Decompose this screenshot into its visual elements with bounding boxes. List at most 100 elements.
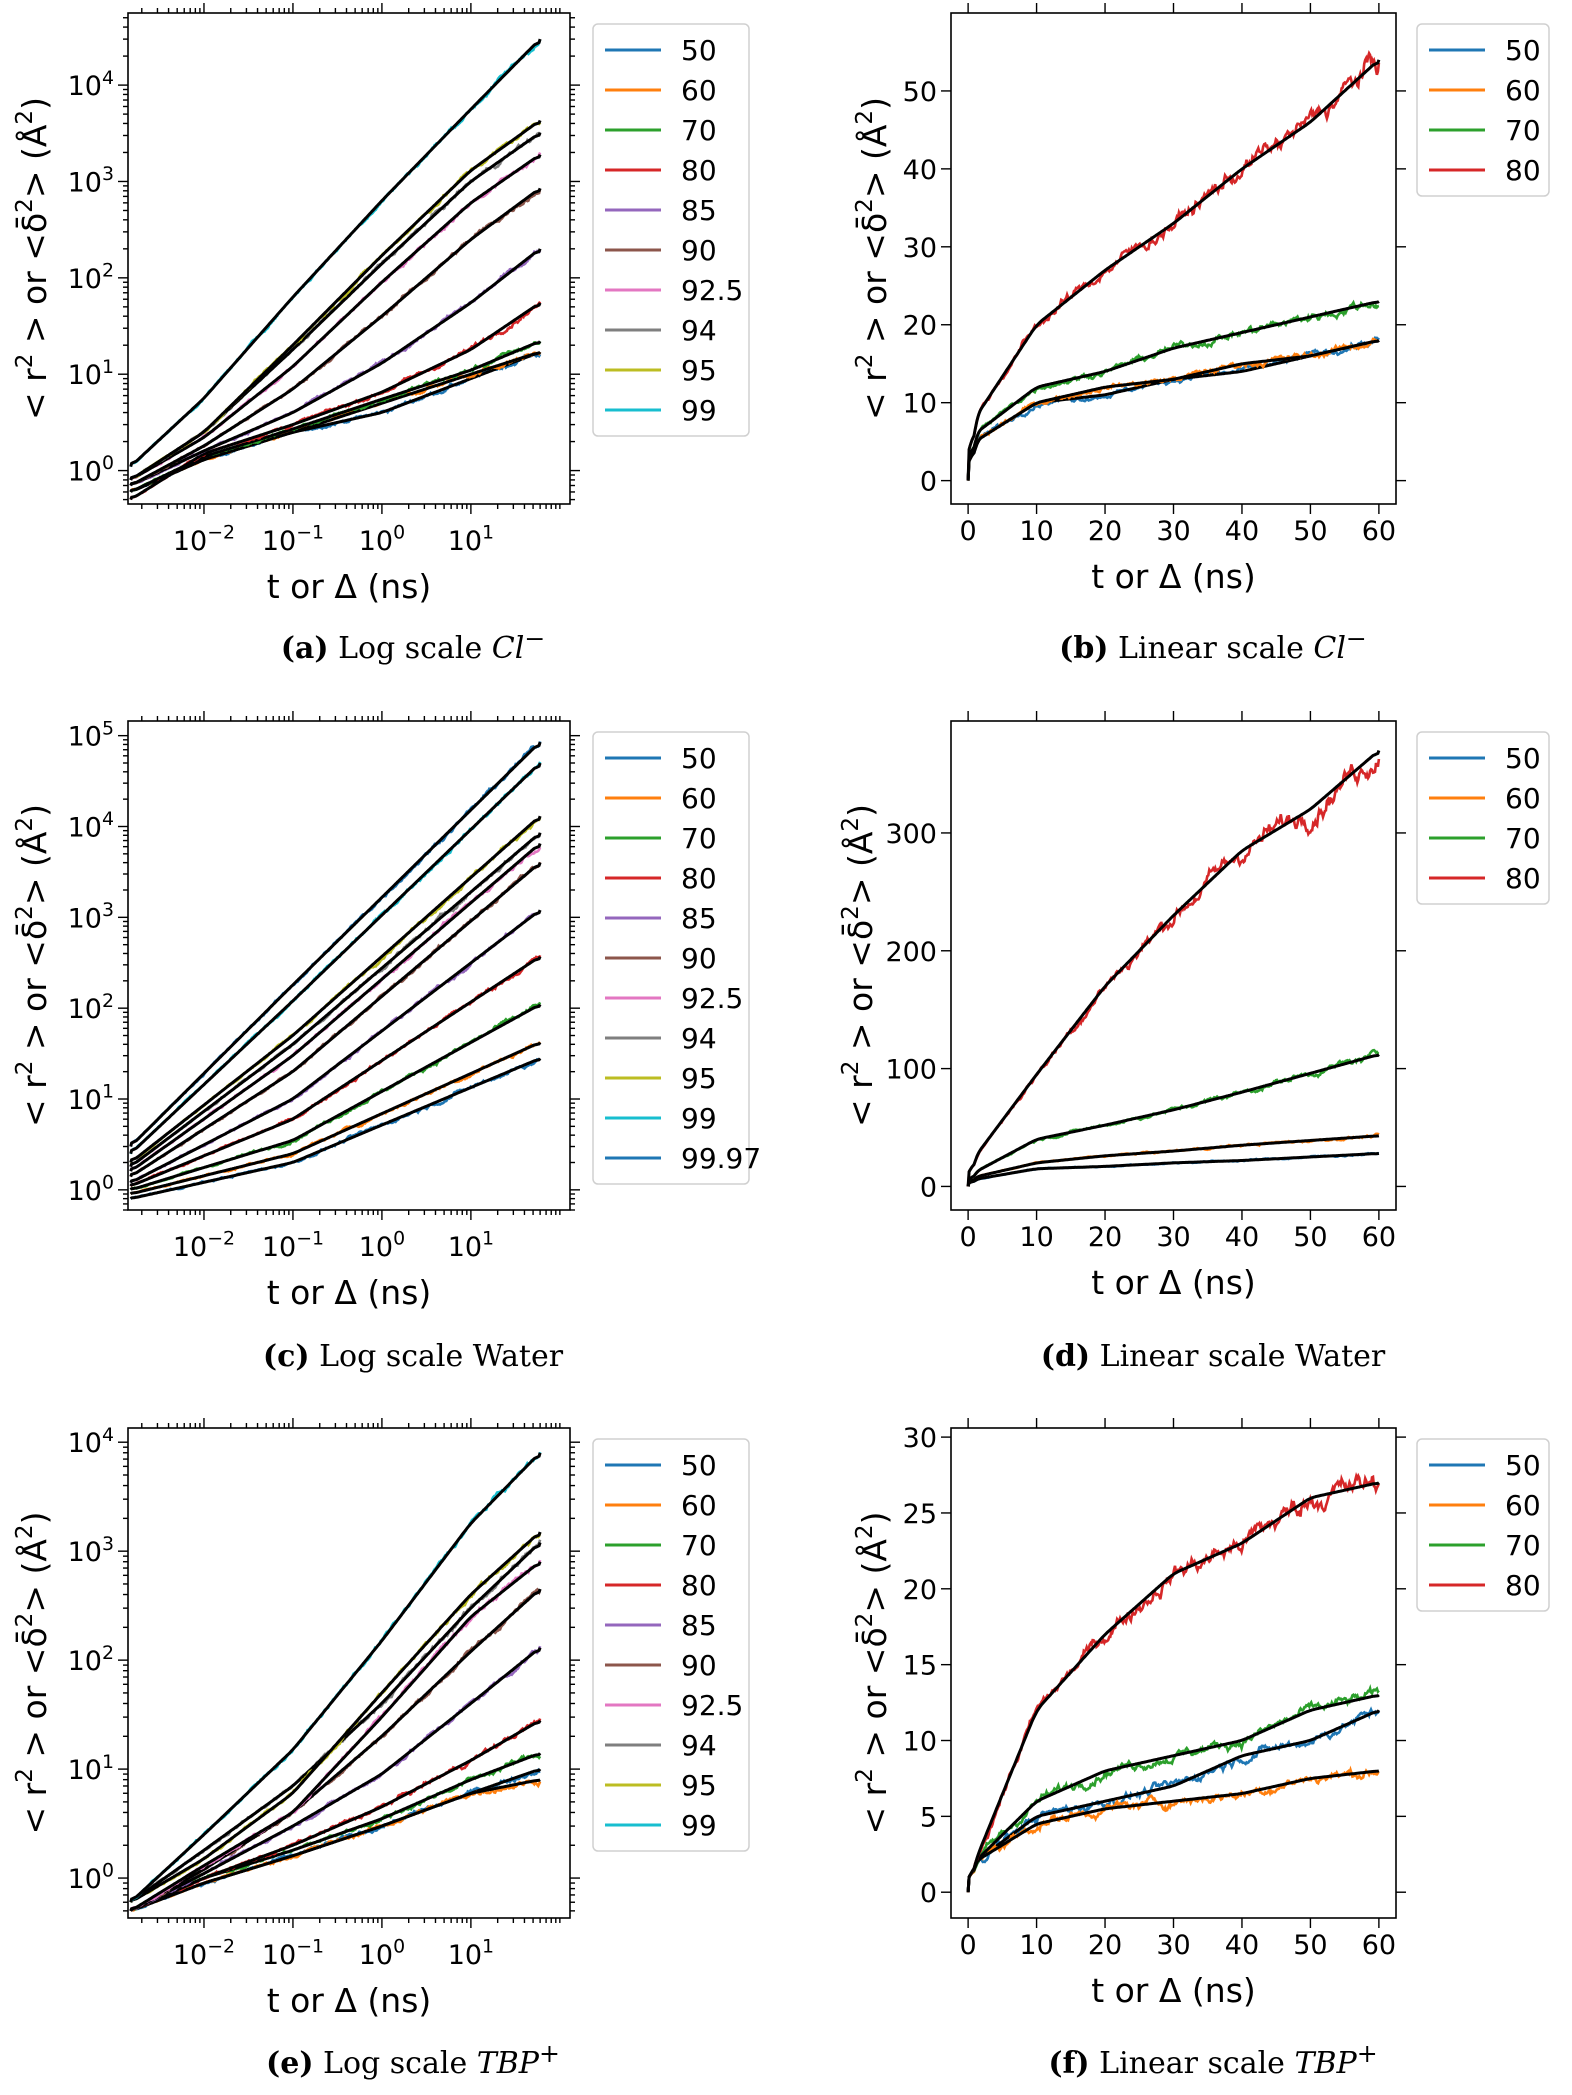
x-tick-label: 10 (1019, 1930, 1053, 1961)
caption-label: (f) (1048, 2046, 1090, 2081)
caption-charge: − (1345, 624, 1367, 653)
fit-line-90 (129, 862, 542, 1178)
legend-label-95: 95 (681, 354, 717, 387)
legend-label-60: 60 (681, 782, 717, 815)
axes-frame (127, 12, 571, 505)
legend-box (592, 23, 750, 437)
series-line-94 (129, 131, 542, 481)
legend-label-50: 50 (681, 1449, 717, 1482)
x-tick-label: 100​ (359, 522, 405, 557)
legend-label-80: 80 (1505, 154, 1541, 187)
legend: 50 60 70 80 85 90 92.5 94 95 99 (592, 23, 750, 437)
series-line-92.5 (129, 152, 542, 481)
y-tick-label: 101​ (68, 356, 114, 391)
caption-label: (a) (280, 631, 329, 666)
x-tick-label: 10 (1019, 516, 1053, 547)
caption-species: TBP (1294, 2046, 1357, 2081)
y-axis-label: < r2​ > or <δ̄2​> (Å2​) (12, 1511, 54, 1834)
fit-line-85 (129, 248, 542, 487)
panel-c: 10−2​ 10−1​ 100​ 101​ 100​ 101​ 102​ 103​ 104​ 10… (12, 711, 761, 1312)
x-tick-label: 101​ (448, 522, 494, 557)
legend: 50 60 70 80 85 90 92.5 94 95 99 99.97 (592, 731, 761, 1185)
fit-line-70 (966, 1693, 1380, 1893)
panel-f: 0 10 20 30 40 50 60 0 5 10 15 20 25 30 t or Δ (ns) < r2… (852, 1418, 1550, 2010)
y-tick-label: 20 (903, 1575, 937, 1606)
legend-label-95: 95 (681, 1062, 717, 1095)
series-line-60 (966, 1765, 1380, 1893)
x-tick-label: 40 (1225, 516, 1259, 547)
y-tick-label: 103​ (68, 163, 114, 198)
y-axis-label: < r2​ > or <δ̄2​> (Å2​) (838, 804, 880, 1127)
x-tick-label: 60 (1362, 516, 1396, 547)
legend-box (1416, 1438, 1550, 1612)
series-line-80 (129, 300, 542, 501)
series-line-80 (966, 758, 1381, 1187)
y-tick-label: 5 (920, 1802, 937, 1833)
caption-text: Linear scale (1108, 631, 1314, 666)
legend-label-92.5: 92.5 (681, 274, 743, 307)
fit-line-60 (966, 1134, 1380, 1187)
y-tick-label: 105​ (68, 717, 114, 752)
x-tick-label: 101​ (448, 1228, 494, 1263)
fit-line-60 (129, 1041, 542, 1196)
legend-label-90: 90 (681, 1649, 717, 1682)
fit-line-90 (129, 187, 542, 487)
y-axis-label: < r2​ > or <δ̄2​> (Å2​) (852, 97, 894, 420)
fit-line-85 (129, 909, 542, 1184)
legend-label-80: 80 (1505, 862, 1541, 895)
caption-charge: + (539, 2039, 560, 2068)
fit-line-60 (966, 339, 1380, 481)
x-tick-label: 60 (1362, 1222, 1396, 1253)
legend-box (1416, 23, 1550, 197)
caption-c: (c) Log scale Water (113, 1332, 713, 1374)
caption-text: Linear scale (1089, 2046, 1295, 2081)
legend-box (592, 731, 750, 1185)
legend-label-70: 70 (681, 1529, 717, 1562)
legend: 50 60 70 80 (1416, 1438, 1550, 1612)
fit-line-94 (129, 1542, 542, 1903)
plot-area (129, 1451, 542, 1912)
y-axis-label: < r2​ > or <δ̄2​> (Å2​) (12, 97, 54, 420)
caption-text: Log scale (313, 2046, 477, 2081)
y-tick-label: 104​ (68, 1424, 114, 1459)
caption-charge: − (524, 624, 546, 653)
x-tick-label: 30 (1156, 1222, 1190, 1253)
caption-b: (b) Linear scale Cl− (913, 624, 1513, 666)
y-tick-label: 100 (885, 1055, 937, 1086)
caption-species: TBP (476, 2046, 539, 2081)
series-line-90 (129, 1587, 542, 1912)
x-tick-label: 20 (1088, 1930, 1122, 1961)
plot-area (129, 741, 542, 1200)
x-tick-label: 50 (1293, 1222, 1327, 1253)
caption-label: (c) (262, 1339, 310, 1374)
legend-label-60: 60 (1505, 74, 1541, 107)
fit-line-80 (966, 1481, 1380, 1893)
y-tick-label: 102​ (68, 1642, 114, 1677)
panel-a: 10−2​ 10−1​ 100​ 101​ 100​ 101​ 102​ 103​ 104​ t … (12, 3, 750, 606)
legend-label-50: 50 (681, 34, 717, 67)
x-tick-label: 0 (960, 516, 977, 547)
legend-label-60: 60 (681, 74, 717, 107)
x-tick-label: 101​ (448, 1936, 494, 1971)
y-tick-label: 104​ (68, 808, 114, 843)
legend-label-92.5: 92.5 (681, 1689, 743, 1722)
legend-label-60: 60 (1505, 1489, 1541, 1522)
legend-label-70: 70 (1505, 114, 1541, 147)
legend-box (1416, 731, 1550, 905)
fit-line-60 (966, 1769, 1380, 1893)
caption-d: (d) Linear scale Water (913, 1332, 1513, 1374)
legend-label-99.97: 99.97 (681, 1142, 761, 1175)
x-axis-label: t or Δ (ns) (1091, 557, 1256, 596)
y-tick-label: 102​ (68, 990, 114, 1025)
x-tick-label: 10−1​ (262, 522, 324, 557)
caption-label: (e) (266, 2046, 314, 2081)
axes-frame (127, 1427, 571, 1919)
caption-e: (e) Log scale TBP+ (113, 2039, 713, 2081)
legend-label-80: 80 (681, 862, 717, 895)
caption-text: Log scale (328, 631, 492, 666)
y-tick-label: 20 (903, 311, 937, 342)
series-line-85 (129, 909, 542, 1184)
series-line-50 (966, 1706, 1380, 1893)
legend: 50 60 70 80 (1416, 731, 1550, 905)
x-tick-label: 0 (960, 1222, 977, 1253)
